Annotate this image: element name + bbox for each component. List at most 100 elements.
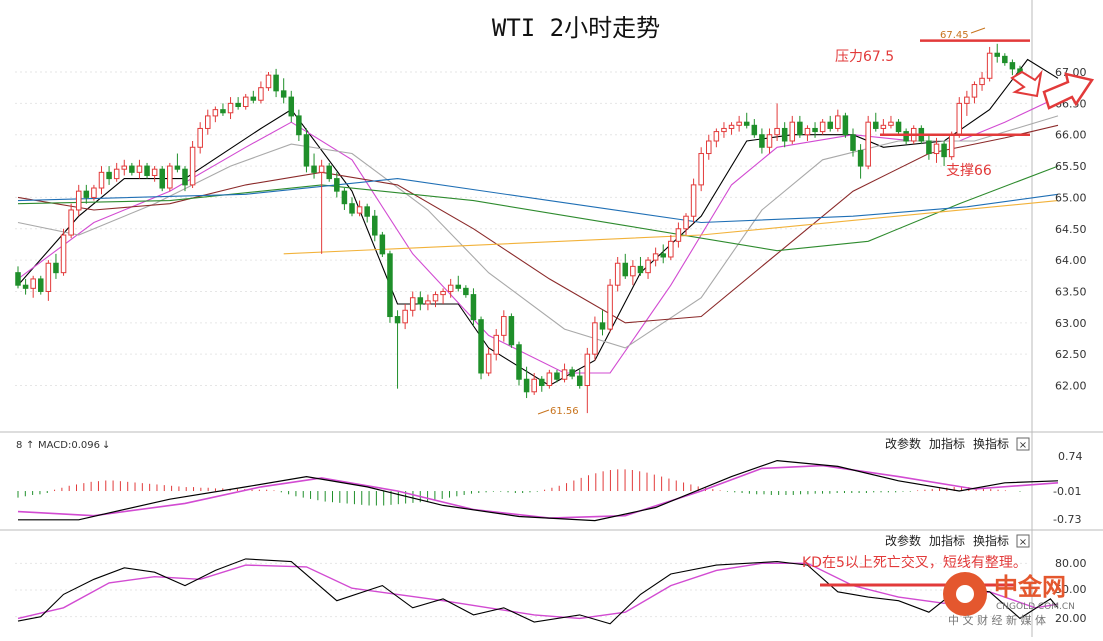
candle-up bbox=[60, 234, 67, 274]
candle-up bbox=[819, 121, 826, 133]
candle-up bbox=[485, 353, 492, 374]
candle-up bbox=[45, 262, 52, 292]
ma-line-ma20 bbox=[17, 115, 1059, 349]
macd-tick-top: 0.74 bbox=[1058, 450, 1083, 463]
candlestick-series bbox=[15, 43, 1023, 414]
key-level-lines bbox=[880, 39, 1030, 136]
ma-line-ma_slow bbox=[283, 200, 1059, 255]
candle-down bbox=[326, 165, 332, 180]
candle-down bbox=[637, 265, 644, 274]
candle-down bbox=[250, 96, 257, 101]
macd-dif-line bbox=[18, 459, 1059, 522]
macd-switch-indicator-button[interactable]: 换指标 bbox=[973, 436, 1009, 451]
watermark-logo-inner-icon bbox=[956, 585, 974, 603]
candle-up bbox=[432, 294, 439, 302]
candle-up bbox=[630, 265, 636, 277]
macd-close-button[interactable] bbox=[1016, 437, 1030, 451]
price-axis-ticks: 67.0066.5066.0065.5065.0064.5064.0063.50… bbox=[1055, 66, 1087, 392]
candle-down bbox=[1009, 62, 1016, 70]
candle-up bbox=[888, 121, 894, 126]
candle-up bbox=[804, 127, 811, 136]
candle-down bbox=[660, 253, 666, 258]
kd-tick-mid: 50.00 bbox=[1055, 583, 1087, 596]
candle-up bbox=[75, 190, 82, 211]
candle-down bbox=[83, 190, 90, 198]
kd-k-line bbox=[17, 558, 1059, 625]
watermark-brand: 中金网 bbox=[994, 573, 1066, 601]
candle-up bbox=[986, 52, 993, 79]
candle-down bbox=[53, 262, 59, 274]
candle-up bbox=[592, 322, 598, 355]
candle-up bbox=[835, 115, 841, 129]
candle-up bbox=[880, 124, 887, 129]
candle-down bbox=[341, 190, 348, 205]
candle-down bbox=[379, 234, 386, 255]
macd-change-params-button[interactable]: 改参数 bbox=[885, 436, 921, 451]
candle-down bbox=[364, 206, 370, 217]
candle-down bbox=[273, 74, 279, 92]
macd-tick-bottom: -0.73 bbox=[1053, 513, 1081, 526]
candle-down bbox=[576, 375, 583, 387]
low-label-pointer bbox=[537, 409, 550, 415]
candle-up bbox=[774, 127, 780, 136]
price-tick-label: 62.00 bbox=[1055, 380, 1087, 393]
candle-down bbox=[129, 165, 135, 173]
candle-up bbox=[675, 228, 682, 242]
candle-up bbox=[113, 168, 120, 180]
kd-close-button[interactable] bbox=[1016, 534, 1030, 548]
ma-line-ma60 bbox=[17, 124, 1059, 324]
kd-close-icon: × bbox=[1019, 537, 1027, 548]
macd-down-arrow-icon: ↓ bbox=[102, 440, 110, 451]
candle-up bbox=[728, 124, 735, 129]
candle-down bbox=[334, 178, 340, 192]
candle-down bbox=[516, 344, 522, 380]
candle-down bbox=[38, 278, 44, 292]
candle-down bbox=[857, 149, 864, 167]
candle-down bbox=[288, 96, 295, 117]
candle-up bbox=[136, 165, 143, 173]
macd-indicator-number: 8 bbox=[16, 440, 22, 451]
candle-up bbox=[789, 121, 796, 142]
candle-down bbox=[296, 115, 302, 136]
macd-up-arrow-icon: ↑ bbox=[26, 440, 34, 451]
candle-down bbox=[751, 124, 758, 136]
candle-down bbox=[303, 134, 310, 167]
candle-down bbox=[106, 171, 112, 180]
candle-down bbox=[470, 294, 477, 321]
candle-down bbox=[417, 297, 424, 305]
candle-up bbox=[356, 206, 363, 214]
candle-up bbox=[956, 102, 963, 136]
candle-up bbox=[561, 369, 568, 380]
candle-up bbox=[979, 77, 985, 86]
candle-down bbox=[394, 316, 401, 324]
candle-down bbox=[903, 131, 909, 142]
candle-up bbox=[607, 284, 613, 330]
resistance-annotation: 压力67.5 bbox=[835, 49, 894, 65]
candle-down bbox=[941, 143, 947, 158]
candle-up bbox=[212, 109, 219, 117]
candle-up bbox=[197, 127, 203, 148]
candle-up bbox=[713, 131, 720, 142]
candle-up bbox=[265, 74, 272, 89]
candle-up bbox=[933, 143, 940, 155]
candle-up bbox=[227, 102, 234, 114]
candle-down bbox=[842, 115, 849, 136]
candle-up bbox=[30, 278, 36, 289]
candle-down bbox=[797, 121, 803, 136]
macd-add-indicator-button[interactable]: 加指标 bbox=[929, 436, 965, 451]
kd-switch-indicator-button[interactable]: 换指标 bbox=[973, 533, 1009, 548]
candle-down bbox=[174, 165, 181, 170]
candle-up bbox=[721, 127, 727, 133]
candle-up bbox=[205, 115, 211, 129]
candle-up bbox=[683, 215, 689, 230]
kd-add-indicator-button[interactable]: 加指标 bbox=[929, 533, 965, 548]
kd-change-params-button[interactable]: 改参数 bbox=[885, 533, 921, 548]
candle-down bbox=[463, 287, 469, 296]
big-arrow-icon bbox=[1042, 72, 1095, 110]
candle-down bbox=[478, 319, 484, 374]
candle-up bbox=[948, 134, 955, 158]
main-gridlines bbox=[15, 71, 1030, 387]
candle-up bbox=[167, 165, 173, 189]
candle-up bbox=[766, 134, 773, 148]
